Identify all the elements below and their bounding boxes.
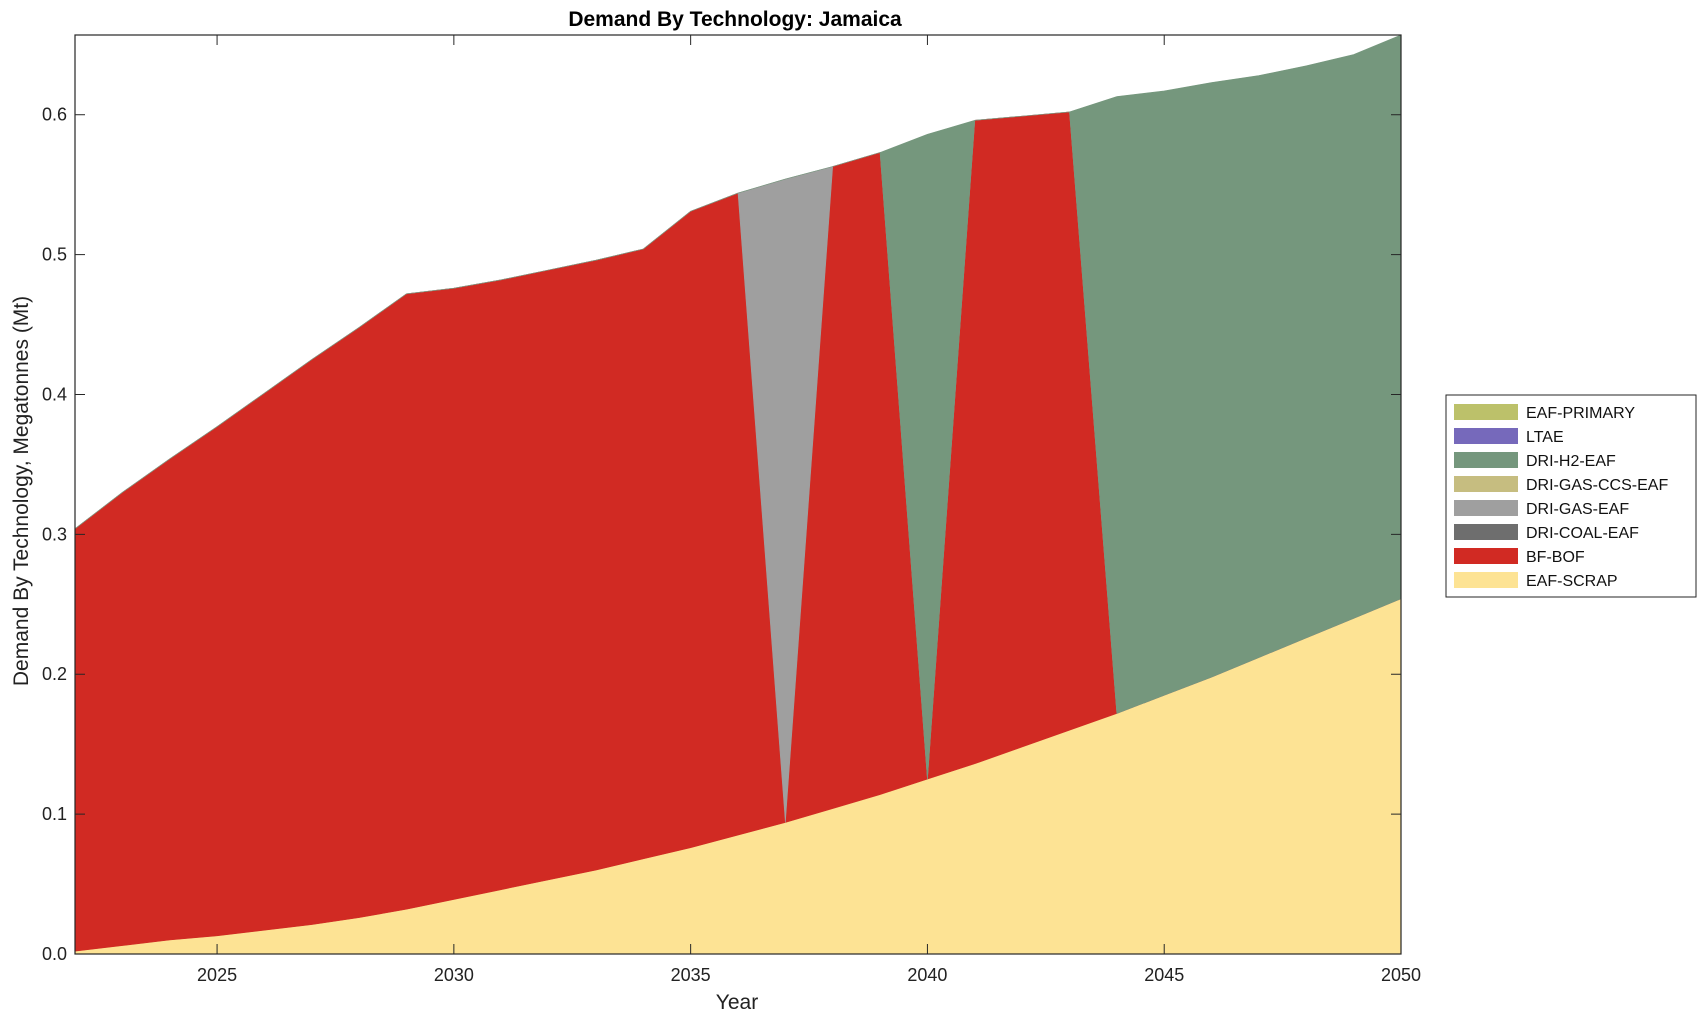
y-tick-label: 0.2 bbox=[42, 664, 67, 684]
legend-label-dri-coal-eaf: DRI-COAL-EAF bbox=[1526, 525, 1639, 542]
legend-label-dri-gas-ccs-eaf: DRI-GAS-CCS-EAF bbox=[1526, 477, 1668, 494]
x-tick-label: 2045 bbox=[1144, 965, 1184, 985]
y-axis-label: Demand By Technology, Megatonnes (Mt) bbox=[10, 296, 33, 686]
legend-label-dri-h2-eaf: DRI-H2-EAF bbox=[1526, 453, 1616, 470]
chart-title: Demand By Technology: Jamaica bbox=[568, 8, 902, 31]
y-tick-label: 0.0 bbox=[42, 944, 67, 964]
x-axis-label: Year bbox=[716, 991, 758, 1014]
plot-frame bbox=[74, 34, 1402, 955]
legend-swatch-eaf-primary bbox=[1454, 404, 1518, 420]
x-tick-label: 2040 bbox=[907, 965, 947, 985]
legend-box bbox=[1445, 394, 1697, 598]
y-tick-label: 0.4 bbox=[42, 384, 67, 404]
legend-label-bf-bof: BF-BOF bbox=[1526, 549, 1585, 566]
y-tick-label: 0.6 bbox=[42, 105, 67, 125]
legend-swatch-ltae bbox=[1454, 428, 1518, 444]
legend-swatch-dri-coal-eaf bbox=[1454, 524, 1518, 540]
legend-swatch-bf-bof bbox=[1454, 548, 1518, 564]
legend-swatch-dri-gas-ccs-eaf bbox=[1454, 476, 1518, 492]
axis-ticks: 2025 2030 2035 2040 2045 2050 0.0 0.1 0.2 0.3 0.4 0… bbox=[42, 35, 1421, 985]
x-tick-label: 2035 bbox=[671, 965, 711, 985]
x-tick-label: 2025 bbox=[197, 965, 237, 985]
legend-label-dri-gas-eaf: DRI-GAS-EAF bbox=[1526, 501, 1629, 518]
legend: EAF-PRIMARY LTAE DRI-H2-EAF DRI-GAS-CCS-EAF… bbox=[1445, 394, 1697, 598]
legend-label-eaf-primary: EAF-PRIMARY bbox=[1526, 405, 1635, 422]
stacked-areas bbox=[74, 34, 1402, 955]
x-tick-label: 2030 bbox=[434, 965, 474, 985]
y-tick-label: 0.3 bbox=[42, 524, 67, 544]
x-tick-label: 2050 bbox=[1381, 965, 1421, 985]
legend-label-ltae: LTAE bbox=[1526, 429, 1564, 446]
y-tick-label: 0.5 bbox=[42, 245, 67, 265]
legend-label-eaf-scrap: EAF-SCRAP bbox=[1526, 573, 1618, 590]
y-tick-label: 0.1 bbox=[42, 804, 67, 824]
legend-swatch-dri-gas-eaf bbox=[1454, 500, 1518, 516]
legend-swatch-dri-h2-eaf bbox=[1454, 452, 1518, 468]
legend-swatch-eaf-scrap bbox=[1454, 572, 1518, 588]
